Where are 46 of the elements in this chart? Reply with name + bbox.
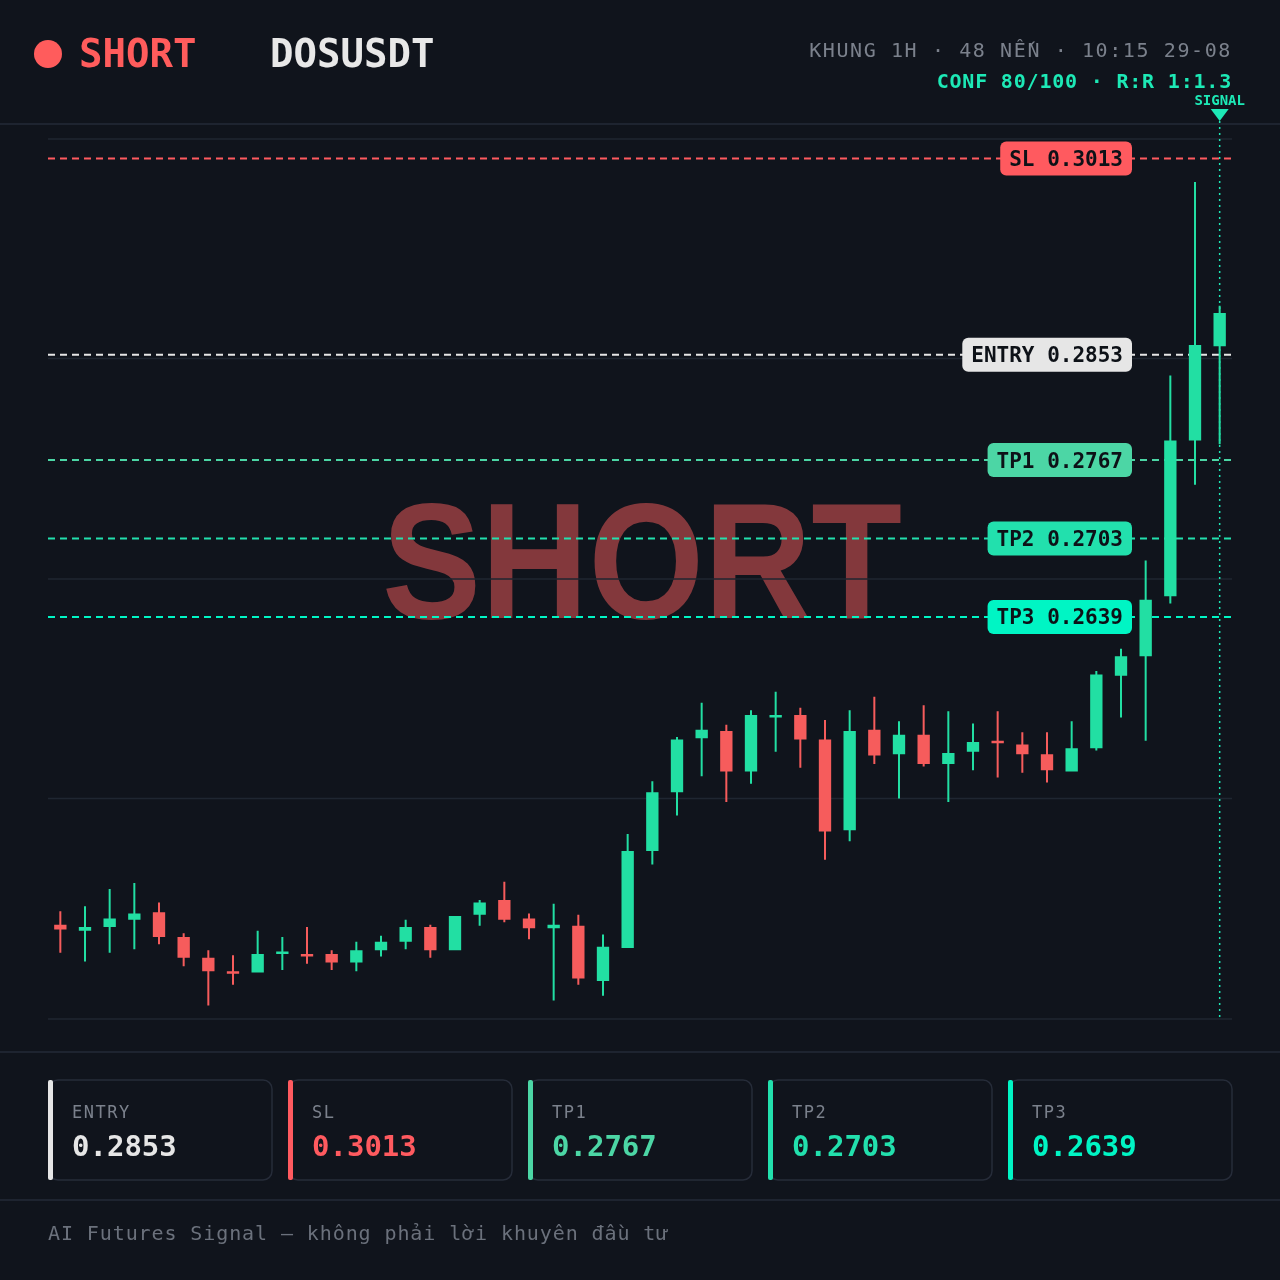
candlestick bbox=[103, 889, 116, 953]
text: AI Futures Signal — không phải lời khuyên đầu tư bbox=[48, 1221, 670, 1245]
candlestick bbox=[572, 914, 585, 985]
data-label: 0.2703 bbox=[792, 1129, 897, 1163]
candlestick bbox=[991, 711, 1004, 778]
candlestick bbox=[128, 882, 141, 950]
candlestick bbox=[350, 941, 363, 972]
ref-line-label: TP1 0.2767 bbox=[996, 448, 1123, 473]
category-label: TP3 bbox=[1032, 1102, 1068, 1122]
chart-title: DOSUSDT bbox=[270, 31, 435, 76]
candlestick bbox=[720, 724, 733, 803]
candlestick bbox=[498, 881, 511, 923]
category-label: ENTRY bbox=[72, 1102, 131, 1122]
candlestick bbox=[1090, 670, 1103, 751]
data-label: 0.2767 bbox=[552, 1129, 657, 1163]
candlestick bbox=[646, 781, 659, 865]
candlestick bbox=[276, 936, 289, 970]
ref-line-label: ENTRY 0.2853 bbox=[971, 343, 1123, 368]
data-label: 0.3013 bbox=[312, 1129, 417, 1163]
candlestick bbox=[966, 723, 980, 771]
candlestick bbox=[424, 924, 437, 958]
candlestick bbox=[547, 903, 560, 1001]
text: SIGNAL bbox=[1194, 92, 1245, 108]
data-label: 0.2853 bbox=[72, 1129, 177, 1163]
category-label: TP2 bbox=[792, 1102, 828, 1122]
ref-line-label: TP2 0.2703 bbox=[996, 527, 1123, 552]
candlestick bbox=[769, 691, 782, 752]
category-label: SL bbox=[312, 1102, 336, 1122]
candlestick bbox=[794, 707, 807, 768]
candlestick bbox=[300, 927, 314, 964]
chart-subtitle: KHUNG 1H · 48 NẾN · 10:15 29-08 bbox=[809, 38, 1232, 62]
category-label: TP1 bbox=[552, 1102, 588, 1122]
data-label: 0.2639 bbox=[1032, 1129, 1137, 1163]
candlestick bbox=[78, 906, 92, 962]
candlestick bbox=[1016, 732, 1029, 773]
candlestick bbox=[868, 696, 881, 765]
text: CONF 80/100 · R:R 1:1.3 bbox=[936, 69, 1232, 93]
text: SHORT bbox=[79, 31, 197, 76]
candlestick bbox=[325, 950, 338, 970]
candlestick bbox=[942, 711, 955, 803]
candlestick bbox=[54, 911, 67, 953]
candlestick bbox=[226, 955, 240, 985]
annotation: SHORT bbox=[382, 469, 960, 653]
candlestick bbox=[202, 950, 215, 1006]
ref-line-label: TP3 0.2639 bbox=[996, 605, 1123, 630]
ref-line-label: SL 0.3013 bbox=[1009, 147, 1123, 172]
